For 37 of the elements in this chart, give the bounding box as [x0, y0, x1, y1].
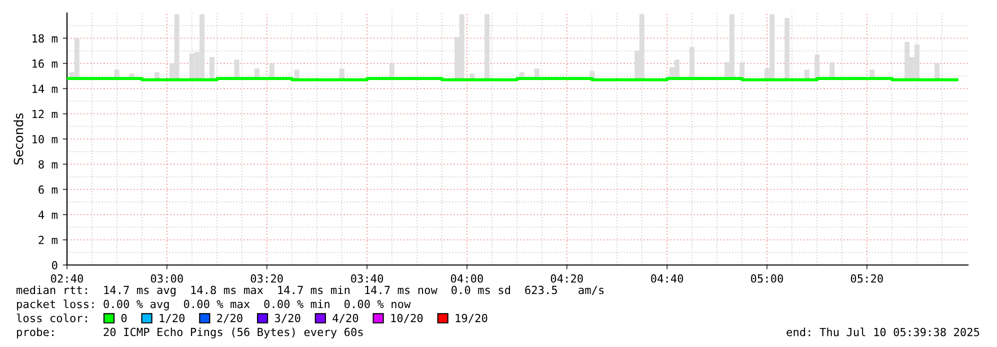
y-tick-label: 10 m [32, 135, 58, 144]
x-tick-label: 03:40 [351, 274, 384, 283]
y-tick-label: 6 m [38, 185, 58, 194]
y-tick-label: 8 m [38, 160, 58, 169]
x-tick-label: 04:40 [651, 274, 684, 283]
x-tick-label: 05:00 [750, 274, 783, 283]
y-tick-label: 14 m [32, 84, 58, 93]
y-axis-title: Seconds [14, 113, 24, 164]
legend-label: 19/20 [456, 314, 488, 324]
legend-label: 1/20 [160, 314, 185, 324]
text: end: Thu Jul 10 05:39:38 2025 [786, 328, 980, 336]
x-tick-label: 04:00 [450, 274, 483, 283]
bar [209, 57, 214, 80]
text: median rtt: 14.7 ms avg 14.8 ms max 14.7 ms min 14.7 ms now 0.0 ms sd 623.5 am/s [16, 286, 604, 296]
legend-label: 10/20 [391, 314, 423, 324]
y-tick-label: 2 m [38, 236, 58, 244]
y-tick-label: 4 m [38, 210, 58, 219]
legend-title: loss color: [16, 314, 87, 322]
y-tick-label: 16 m [32, 59, 58, 68]
legend-label: 4/20 [332, 314, 358, 324]
x-tick-label: 03:00 [150, 274, 183, 283]
x-tick-label: 04:20 [550, 274, 583, 283]
legend-label: 0 [121, 314, 127, 322]
y-tick-label: 0 [52, 261, 58, 270]
legend-label: 2/20 [217, 314, 242, 324]
bar [814, 54, 820, 80]
y-tick-label: 12 m [32, 110, 58, 118]
bar [784, 18, 790, 80]
text: packet loss: 0.00 % avg 0.00 % max 0.00 % min 0.00 % now [17, 300, 411, 310]
bar [484, 14, 490, 80]
y-tick-label: 18 m [32, 34, 58, 43]
x-tick-label: 05:20 [850, 274, 883, 283]
x-tick-label: 02:40 [51, 274, 84, 283]
text: probe: 20 ICMP Echo Pings (56 Bytes) every 60s [17, 328, 363, 338]
legend-label: 3/20 [274, 314, 300, 324]
x-tick-label: 03:20 [250, 274, 283, 283]
bar [934, 63, 940, 80]
